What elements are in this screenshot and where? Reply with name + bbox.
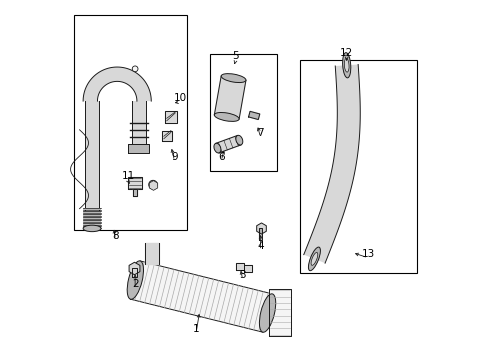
Text: 9: 9 <box>171 152 178 162</box>
Text: 12: 12 <box>339 48 353 58</box>
Polygon shape <box>132 267 136 277</box>
Polygon shape <box>248 111 259 120</box>
Polygon shape <box>83 226 101 228</box>
Polygon shape <box>85 101 99 211</box>
Text: 2: 2 <box>132 279 138 289</box>
Ellipse shape <box>127 261 143 299</box>
Polygon shape <box>145 243 159 264</box>
Polygon shape <box>258 228 262 240</box>
Bar <box>210 54 276 171</box>
Polygon shape <box>83 217 101 220</box>
Text: 3: 3 <box>239 270 245 280</box>
Circle shape <box>132 66 138 72</box>
Ellipse shape <box>342 53 350 78</box>
Ellipse shape <box>221 74 245 82</box>
Polygon shape <box>269 289 290 336</box>
Text: 6: 6 <box>218 152 224 162</box>
Ellipse shape <box>259 294 275 332</box>
Polygon shape <box>303 64 360 263</box>
Ellipse shape <box>310 252 317 265</box>
Ellipse shape <box>344 58 348 72</box>
Polygon shape <box>83 214 101 216</box>
Ellipse shape <box>214 112 239 121</box>
Text: 7: 7 <box>257 129 264 138</box>
Bar <box>300 60 416 273</box>
Text: 8: 8 <box>112 231 119 240</box>
Polygon shape <box>131 101 145 146</box>
Polygon shape <box>130 261 272 332</box>
Polygon shape <box>133 189 137 196</box>
Polygon shape <box>214 76 245 119</box>
Polygon shape <box>165 111 176 123</box>
Polygon shape <box>235 263 244 270</box>
Text: 5: 5 <box>232 51 238 61</box>
Polygon shape <box>83 220 101 222</box>
Polygon shape <box>83 208 101 211</box>
Text: 1: 1 <box>192 324 199 334</box>
Polygon shape <box>162 131 172 140</box>
Polygon shape <box>128 177 142 189</box>
Ellipse shape <box>213 143 221 153</box>
Polygon shape <box>83 67 151 101</box>
Text: 4: 4 <box>257 241 264 251</box>
Polygon shape <box>215 135 241 153</box>
Text: 13: 13 <box>361 248 374 258</box>
Polygon shape <box>244 265 252 272</box>
Polygon shape <box>83 223 101 225</box>
Polygon shape <box>128 144 149 153</box>
Ellipse shape <box>83 225 101 231</box>
Text: 10: 10 <box>173 93 186 103</box>
Polygon shape <box>83 211 101 213</box>
Circle shape <box>148 180 157 189</box>
Bar <box>74 15 187 230</box>
Ellipse shape <box>308 247 320 271</box>
Ellipse shape <box>235 135 243 145</box>
Text: 11: 11 <box>121 171 134 181</box>
